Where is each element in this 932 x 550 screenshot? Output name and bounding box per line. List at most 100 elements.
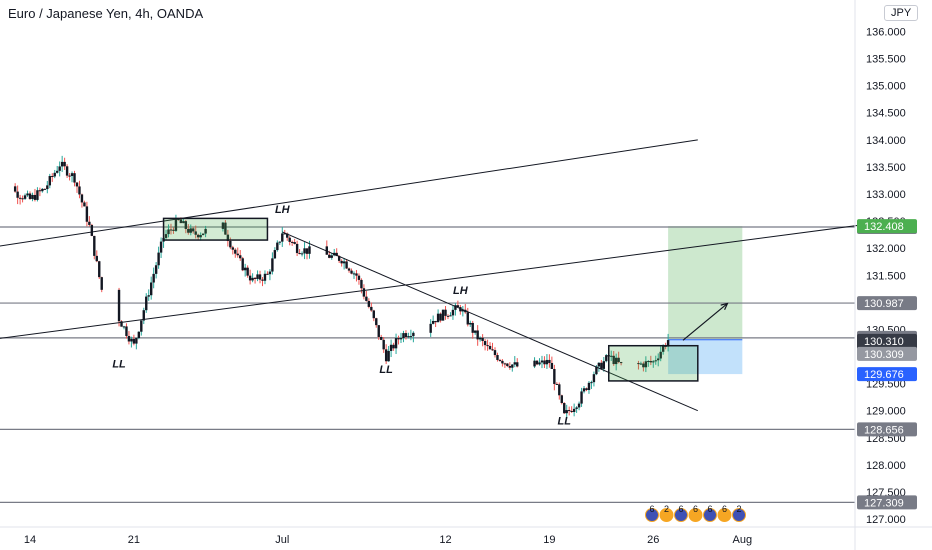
candle-body [654, 360, 657, 362]
candle-body [98, 261, 101, 278]
candle-body [347, 268, 351, 271]
candle-body [157, 252, 160, 266]
candle-body [337, 256, 341, 261]
candle-body [614, 357, 618, 365]
candle-body [459, 307, 462, 312]
candle-body [100, 277, 103, 290]
candle-body [496, 355, 499, 360]
candle-body [619, 362, 623, 364]
event-count: 2 [664, 504, 669, 514]
event-count: 6 [722, 504, 727, 514]
candle-body [266, 273, 269, 275]
event-count: 2 [736, 504, 741, 514]
candle-body [152, 273, 155, 283]
candle-body [300, 253, 304, 255]
candle-body [461, 309, 465, 312]
candle-body [229, 240, 232, 248]
time-tick-label: Jul [275, 534, 289, 546]
candle-body [664, 345, 667, 347]
event-flag [645, 508, 659, 522]
candle-body [644, 361, 648, 368]
candle-body [182, 221, 185, 224]
candle-body [83, 202, 86, 207]
swing-annotations: LHLLLHLLLHLL [112, 204, 571, 427]
candle-body [241, 258, 244, 271]
candle-body [451, 309, 455, 316]
candle-body [486, 345, 489, 347]
candle-body [380, 336, 383, 340]
candle-body [590, 382, 593, 384]
candle-body [172, 229, 175, 231]
candle-body [365, 296, 368, 301]
candle-body [377, 325, 380, 337]
event-flag [659, 508, 674, 522]
candle-body [360, 279, 363, 289]
candle-body [53, 172, 56, 177]
price-tick-label: 131.500 [866, 270, 906, 282]
candle-body [293, 242, 296, 244]
level-tag: 130.987 [864, 298, 904, 310]
candle-body [538, 362, 541, 365]
candle-body [402, 333, 405, 339]
candle-body [28, 193, 32, 199]
candle-body [570, 411, 573, 413]
level-tag-bg [857, 495, 917, 510]
candle-body [659, 351, 662, 359]
candle-body [350, 270, 353, 274]
trendline [282, 231, 698, 412]
candle-body [58, 166, 61, 171]
price-axis[interactable]: 127.000127.500128.000128.500129.000129.5… [866, 26, 906, 526]
candle-body [51, 176, 54, 178]
candle-body [389, 344, 393, 351]
currency-badge[interactable]: JPY [884, 5, 919, 21]
candle-body [597, 362, 601, 367]
candle-body [120, 321, 123, 327]
candle-body [491, 349, 494, 351]
candle-body [563, 403, 566, 414]
candle-body [545, 359, 549, 365]
candle-body [394, 338, 398, 349]
price-tick-label: 135.500 [866, 54, 906, 66]
swing-label: LL [379, 364, 393, 376]
candle-body [340, 260, 343, 264]
consolidation-box [608, 344, 699, 382]
candle-body [404, 333, 408, 338]
candle-body [179, 219, 183, 224]
candle-body [192, 228, 195, 232]
time-tick-label: 21 [128, 534, 140, 546]
candle-body [474, 330, 477, 333]
candle-body [159, 241, 163, 253]
candle-body [184, 221, 188, 229]
candle-body [493, 350, 497, 356]
event-flag [703, 508, 717, 522]
candle-body [253, 277, 257, 279]
candle-body [642, 363, 645, 368]
candle-body [605, 355, 608, 362]
time-tick-label: 26 [647, 534, 659, 546]
candle-body [657, 358, 660, 361]
target-tag-bg [857, 219, 917, 234]
candle-body [335, 252, 338, 257]
candle-body [587, 382, 591, 391]
candle-body [201, 233, 205, 236]
event-flag [688, 508, 703, 522]
candle-body [550, 362, 554, 369]
candle-body [572, 408, 576, 412]
candle-body [256, 274, 259, 279]
candle-body [246, 267, 249, 276]
target-tag: 132.408 [864, 221, 904, 233]
level-tag: 128.656 [864, 424, 904, 436]
candle-body [31, 194, 34, 199]
candle-body [548, 359, 551, 363]
candle-body [511, 364, 514, 368]
candle-body [649, 360, 653, 363]
candle-body [187, 228, 190, 233]
candle-body [147, 295, 150, 297]
event-count: 6 [678, 504, 683, 514]
swing-label: LH [275, 204, 291, 216]
candle-body [21, 198, 24, 200]
candle-body [617, 357, 620, 363]
time-axis[interactable]: 14 21 Jul 12 19 26 Aug [24, 534, 752, 546]
